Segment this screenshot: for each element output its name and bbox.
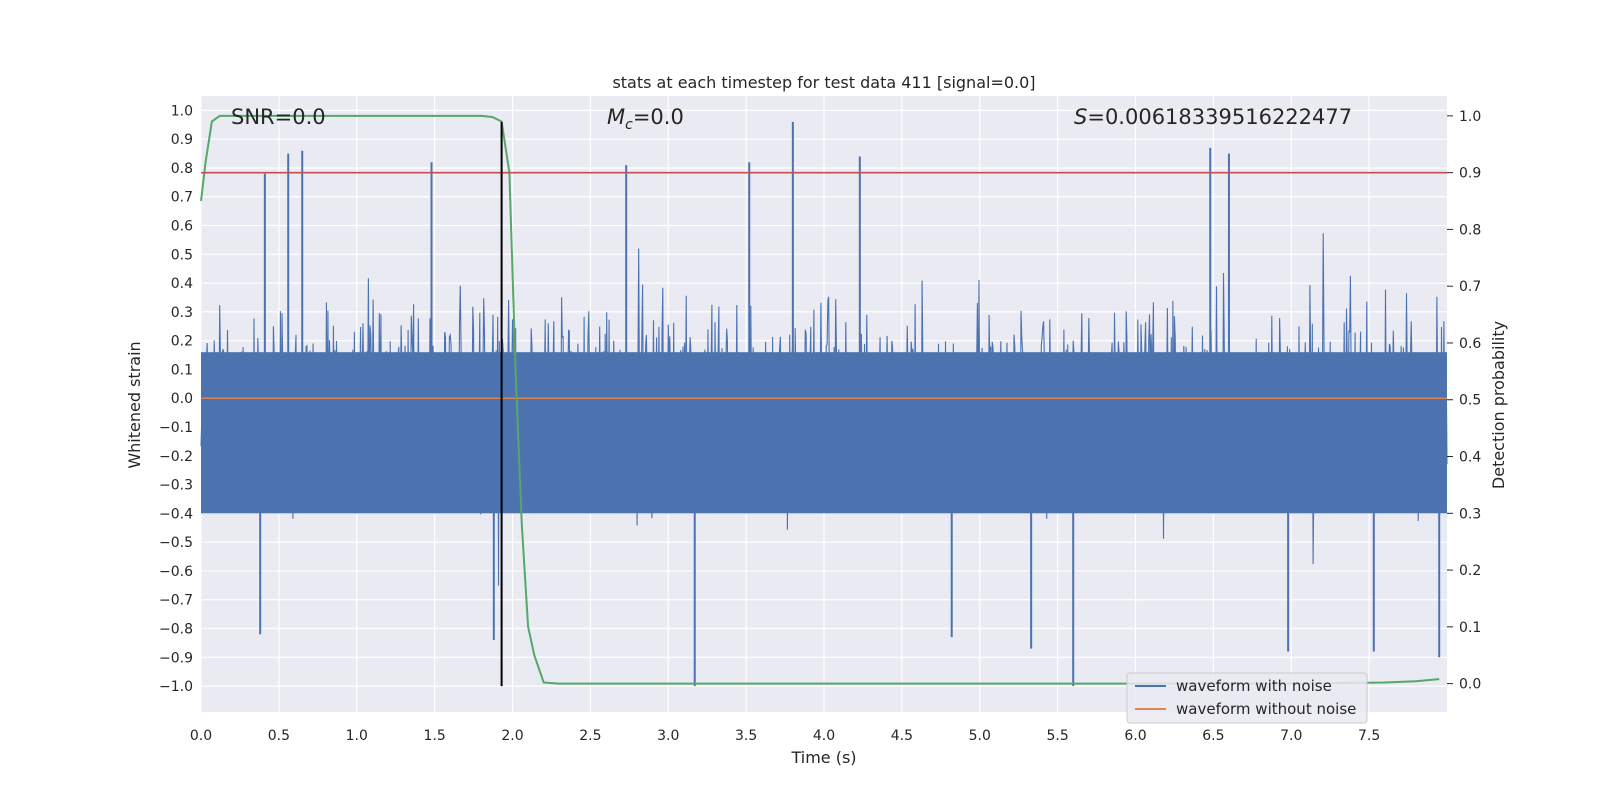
- y-tick-label: −0.6: [159, 564, 193, 580]
- y2-tick-label: 0.9: [1459, 166, 1481, 182]
- x-axis-label: Time (s): [790, 748, 856, 767]
- x-tick-label: 5.0: [969, 728, 991, 744]
- x-tick-label: 0.0: [190, 728, 212, 744]
- y2-tick-label: 0.6: [1459, 336, 1481, 352]
- x-tick-label: 7.0: [1280, 728, 1302, 744]
- x-tick-label: 3.0: [657, 728, 679, 744]
- y-tick-label: 0.7: [171, 190, 193, 206]
- y-tick-label: −0.7: [159, 593, 193, 609]
- y-tick-label: −0.8: [159, 622, 193, 638]
- y2-tick-label: 0.7: [1459, 279, 1481, 295]
- annotation-s-value: =0.00618339516222477: [1087, 105, 1352, 129]
- x-tick-label: 1.0: [346, 728, 368, 744]
- y-tick-label: 0.6: [171, 219, 193, 235]
- y-tick-label: −0.9: [159, 650, 193, 666]
- y-axis-label: Whitened strain: [125, 341, 144, 468]
- x-axis-ticks: 0.0 0.5 1.0 1.5 2.0 2.5 3.0 3.5 4.0 4.5 5.0 5.5 6.0 6…: [190, 728, 1380, 744]
- y-tick-label: −0.1: [159, 420, 193, 436]
- x-tick-label: 7.5: [1358, 728, 1380, 744]
- y2-axis-ticks: 1.0 0.9 0.8 0.7 0.6 0.5 0.4 0.3 0.2 0.1 0.0: [1447, 109, 1481, 693]
- annotation-score: S=0.00618339516222477: [1074, 105, 1352, 129]
- y-tick-label: 0.4: [171, 276, 193, 292]
- y-tick-label: −0.2: [159, 449, 193, 465]
- x-tick-label: 1.5: [423, 728, 445, 744]
- y-axis-ticks: 1.0 0.9 0.8 0.7 0.6 0.5 0.4 0.3 0.2 0.1 0.0 −0.1 −0.…: [159, 103, 193, 695]
- annotation-mc-symbol: M: [607, 105, 625, 129]
- y-tick-label: 0.9: [171, 132, 193, 148]
- y-tick-label: −1.0: [159, 679, 193, 695]
- y-tick-label: 0.1: [171, 362, 193, 378]
- y-tick-label: −0.4: [159, 506, 193, 522]
- detection-probability-line: [200, 114, 1440, 685]
- y-tick-label: 0.0: [171, 391, 193, 407]
- y-tick-label: 1.0: [171, 103, 193, 119]
- reference-lines: [201, 121, 1447, 687]
- y-tick-label: 0.8: [171, 161, 193, 177]
- annotation-snr: SNR=0.0: [231, 105, 326, 129]
- y-tick-label: 0.2: [171, 334, 193, 350]
- waveform-with-noise-dense-band: [201, 352, 1447, 514]
- y2-tick-label: 0.4: [1459, 450, 1481, 466]
- x-tick-label: 0.5: [268, 728, 290, 744]
- x-tick-label: 2.5: [579, 728, 601, 744]
- x-tick-label: 4.5: [891, 728, 913, 744]
- y2-tick-label: 0.3: [1459, 506, 1481, 522]
- x-tick-label: 3.5: [735, 728, 757, 744]
- legend-label-noise: waveform with noise: [1176, 677, 1332, 695]
- annotation-chirp-mass: Mc=0.0: [607, 105, 684, 133]
- x-tick-label: 4.0: [813, 728, 835, 744]
- y-tick-label: 0.5: [171, 247, 193, 263]
- legend-label-clean: waveform without noise: [1176, 700, 1356, 718]
- y2-tick-label: 0.8: [1459, 222, 1481, 238]
- y2-tick-label: 0.0: [1459, 677, 1481, 693]
- y2-tick-label: 0.1: [1459, 620, 1481, 636]
- annotation-mc-value: =0.0: [633, 105, 684, 129]
- y-tick-label: 0.3: [171, 305, 193, 321]
- series-detection-probability: [200, 114, 1440, 685]
- y-tick-label: −0.3: [159, 478, 193, 494]
- chart-title: stats at each timestep for test data 411…: [612, 73, 1035, 92]
- y2-axis-label: Detection probability: [1489, 321, 1508, 489]
- x-tick-label: 6.5: [1202, 728, 1224, 744]
- x-tick-label: 6.0: [1124, 728, 1146, 744]
- legend: waveform with noise waveform without noi…: [1126, 672, 1368, 724]
- x-tick-label: 2.0: [501, 728, 523, 744]
- annotation-s-symbol: S: [1074, 105, 1087, 129]
- annotation-mc-sub: c: [625, 117, 633, 133]
- y2-tick-label: 0.5: [1459, 393, 1481, 409]
- legend-box: [1126, 672, 1368, 724]
- y-tick-label: −0.5: [159, 535, 193, 551]
- x-tick-label: 5.5: [1046, 728, 1068, 744]
- series-waveform-with-noise: [200, 121, 1448, 687]
- y2-tick-label: 0.2: [1459, 563, 1481, 579]
- y2-tick-label: 1.0: [1459, 109, 1481, 125]
